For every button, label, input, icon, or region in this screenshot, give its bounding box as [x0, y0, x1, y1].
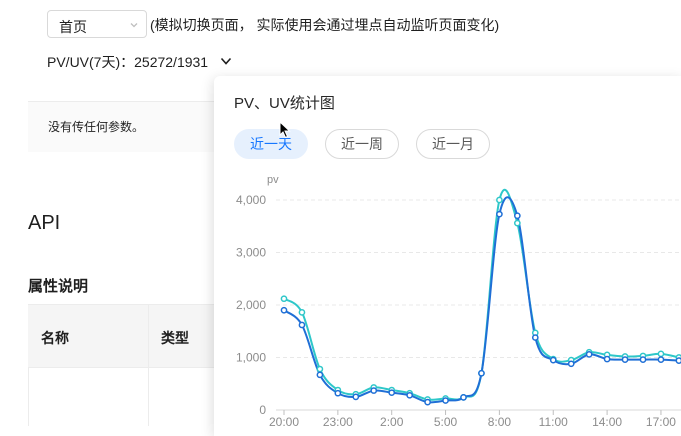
- series-point[interactable]: [496, 196, 503, 204]
- pvuv-trigger-label[interactable]: PV/UV(7天)：25272/1931: [47, 54, 209, 70]
- y-tick-label: 0: [259, 403, 266, 417]
- table-header-type: 类型: [161, 330, 189, 346]
- series-point[interactable]: [442, 397, 449, 404]
- x-tick-label: 2:00: [380, 415, 404, 426]
- popover-title: PV、UV统计图: [234, 95, 335, 112]
- params-text: 没有传任何参数。: [48, 120, 145, 134]
- series-point[interactable]: [316, 365, 324, 373]
- series-point[interactable]: [621, 356, 629, 363]
- table-border: [28, 368, 29, 426]
- tab-week[interactable]: 近一周: [325, 129, 399, 159]
- series-point[interactable]: [585, 351, 593, 358]
- page-switch-hint: (模拟切换页面， 实际使用会通过埋点自动监听页面变化): [150, 17, 500, 33]
- series-point[interactable]: [496, 210, 503, 218]
- series-point[interactable]: [675, 357, 681, 364]
- page-select[interactable]: 首页: [47, 10, 147, 38]
- series-point[interactable]: [352, 393, 360, 401]
- series-point[interactable]: [478, 369, 485, 377]
- x-tick-label: 8:00: [488, 415, 512, 426]
- series-point[interactable]: [567, 360, 575, 368]
- pvuv-popover: PV、UV统计图 近一天 近一周 近一月: [214, 76, 681, 436]
- chevron-down-icon[interactable]: [219, 54, 233, 68]
- series-point[interactable]: [298, 321, 306, 329]
- series-point[interactable]: [657, 356, 665, 363]
- series-point[interactable]: [280, 306, 288, 314]
- series-point[interactable]: [298, 309, 306, 316]
- series-point[interactable]: [406, 391, 413, 399]
- series-point[interactable]: [370, 387, 378, 394]
- x-tick-label: 23:00: [323, 415, 353, 426]
- tab-day[interactable]: 近一天: [234, 129, 308, 159]
- series-point[interactable]: [531, 334, 539, 341]
- page-select-value: 首页: [59, 19, 87, 35]
- chevron-down-icon: [130, 23, 138, 28]
- series-point[interactable]: [657, 350, 665, 358]
- tab-month[interactable]: 近一月: [416, 129, 490, 159]
- series-point[interactable]: [514, 212, 521, 220]
- x-tick-label: 5:00: [434, 415, 458, 426]
- y-tick-label: 2,000: [236, 298, 266, 312]
- table-header-name: 名称: [41, 330, 69, 346]
- table-column-divider: [148, 304, 149, 426]
- y-axis-label: pv: [267, 174, 279, 186]
- x-tick-label: 20:00: [269, 415, 299, 426]
- series-point[interactable]: [639, 356, 647, 363]
- series-point[interactable]: [514, 219, 521, 227]
- y-tick-label: 3,000: [236, 246, 266, 260]
- y-tick-label: 4,000: [236, 193, 266, 207]
- x-tick-label: 11:00: [539, 415, 568, 426]
- series-point[interactable]: [280, 295, 288, 303]
- series-point[interactable]: [460, 394, 467, 401]
- props-heading: 属性说明: [28, 278, 89, 295]
- y-tick-label: 1,000: [236, 351, 266, 365]
- series-point[interactable]: [603, 355, 611, 363]
- mouse-cursor-icon: [279, 121, 291, 139]
- series-point[interactable]: [549, 356, 557, 364]
- series-point[interactable]: [334, 389, 342, 397]
- series-point[interactable]: [424, 398, 431, 406]
- api-heading: API: [28, 212, 61, 234]
- x-tick-label: 17:00: [646, 415, 676, 426]
- x-tick-label: 14:00: [592, 415, 622, 426]
- series-point[interactable]: [316, 371, 324, 379]
- series-point[interactable]: [388, 389, 396, 397]
